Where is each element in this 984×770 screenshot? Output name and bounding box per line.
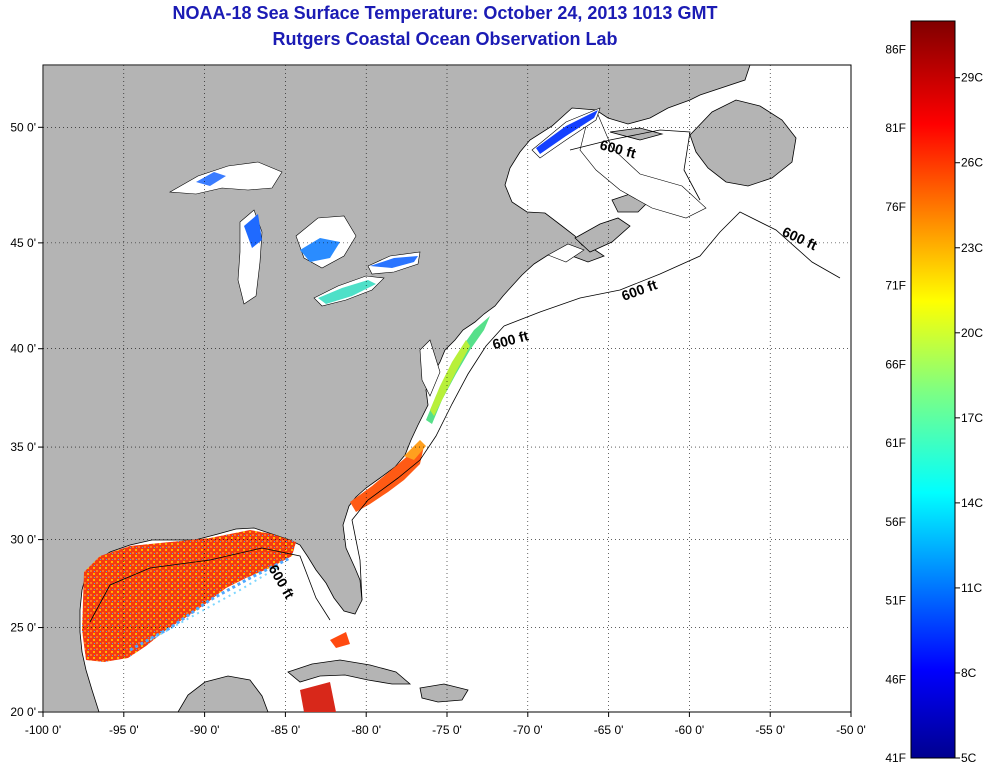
sst-mid-atlantic-2 <box>430 340 470 416</box>
colorbar <box>910 20 956 759</box>
lake-superior <box>169 161 283 195</box>
colorbar-fahrenheit-labels: 86F 81F 76F 71F 66F 61F 56F 51F 46F 41F <box>885 42 906 765</box>
lon-tick-label: -55 0' <box>755 723 785 737</box>
lon-tick-label: -85 0' <box>271 723 301 737</box>
sst-florida-keys <box>330 632 350 648</box>
sst-lake-michigan <box>244 214 262 248</box>
land-cuba <box>287 659 412 685</box>
lat-tick-label: 50 0' <box>10 120 36 134</box>
lon-tick-label: -60 0' <box>675 723 705 737</box>
lat-tick-label: 45 0' <box>10 236 36 250</box>
colorbar-f-label: 41F <box>885 751 906 765</box>
colorbar-c-label: 29C <box>961 71 983 85</box>
colorbar-c-label: 8C <box>961 666 977 680</box>
lat-tick-label: 20 0' <box>10 705 36 719</box>
colorbar-f-label: 51F <box>885 594 906 608</box>
land-nova-scotia <box>574 217 631 253</box>
isobath-st-lawrence <box>569 129 701 201</box>
land-yucatan <box>177 675 269 712</box>
chesapeake-bay <box>419 339 441 397</box>
lon-tick-label: -100 0' <box>25 723 61 737</box>
bay-of-fundy <box>547 243 585 263</box>
colorbar-c-label: 17C <box>961 411 983 425</box>
longitude-axis: -100 0' -95 0' -90 0' -85 0' -80 0' -75 0' -70… <box>25 712 866 737</box>
sst-lake-ontario <box>370 256 418 268</box>
latitude-axis: 20 0' 25 0' 30 0' 35 0' 40 0' 45 0' 50 0' <box>10 120 43 719</box>
gulf-st-lawrence <box>579 109 707 219</box>
lat-tick-label: 35 0' <box>10 440 36 454</box>
sst-lake-huron <box>300 238 340 262</box>
land-newfoundland <box>689 99 797 187</box>
lon-tick-label: -80 0' <box>351 723 381 737</box>
colorbar-c-label: 23C <box>961 241 983 255</box>
lon-tick-label: -75 0' <box>432 723 462 737</box>
lat-tick-label: 30 0' <box>10 533 36 547</box>
colorbar-c-label: 26C <box>961 156 983 170</box>
sst-gulf-cold-streaks-2 <box>149 565 281 641</box>
lon-tick-label: -50 0' <box>836 723 866 737</box>
colorbar-f-label: 46F <box>885 672 906 686</box>
lat-tick-label: 25 0' <box>10 621 36 635</box>
lon-tick-label: -65 0' <box>594 723 624 737</box>
lon-tick-label: -95 0' <box>109 723 139 737</box>
sst-lake-erie <box>318 280 376 304</box>
colorbar-f-label: 71F <box>885 279 906 293</box>
lat-tick-label: 40 0' <box>10 342 36 356</box>
lon-tick-label: -90 0' <box>190 723 220 737</box>
colorbar-f-label: 86F <box>885 42 906 56</box>
sst-lake-superior <box>196 172 226 186</box>
isobath-atlantic-north <box>503 211 841 327</box>
colorbar-f-label: 81F <box>885 121 906 135</box>
colorbar-f-label: 61F <box>885 436 906 450</box>
sst-st-lawrence <box>536 110 598 154</box>
colorbar-celsius-labels: 29C 26C 23C 20C 17C 14C 11C 8C 5C <box>955 71 983 765</box>
map-title: NOAA-18 Sea Surface Temperature: October… <box>172 3 718 23</box>
sst-gulf-of-mexico <box>82 530 296 662</box>
colorbar-f-label: 56F <box>885 515 906 529</box>
sst-gulf-cold-streaks <box>129 556 291 652</box>
land-anticosti <box>609 127 664 141</box>
map-subtitle: Rutgers Coastal Ocean Observation Lab <box>272 29 618 49</box>
sst-southeast-shelf <box>350 446 424 512</box>
sst-caribbean <box>300 682 336 712</box>
lon-tick-label: -70 0' <box>513 723 543 737</box>
isobath-gulf <box>89 547 331 623</box>
map-graticule <box>43 65 851 712</box>
land-hispaniola <box>419 683 469 703</box>
colorbar-c-label: 11C <box>961 581 982 595</box>
colorbar-c-label: 5C <box>961 751 977 765</box>
colorbar-c-label: 20C <box>961 326 983 340</box>
colorbar-c-label: 14C <box>961 496 983 510</box>
isobath-atlantic-south <box>351 325 505 601</box>
colorbar-f-label: 66F <box>885 357 906 371</box>
land-north-america <box>43 65 751 712</box>
sst-cape-hatteras <box>404 440 426 460</box>
colorbar-f-label: 76F <box>885 200 906 214</box>
